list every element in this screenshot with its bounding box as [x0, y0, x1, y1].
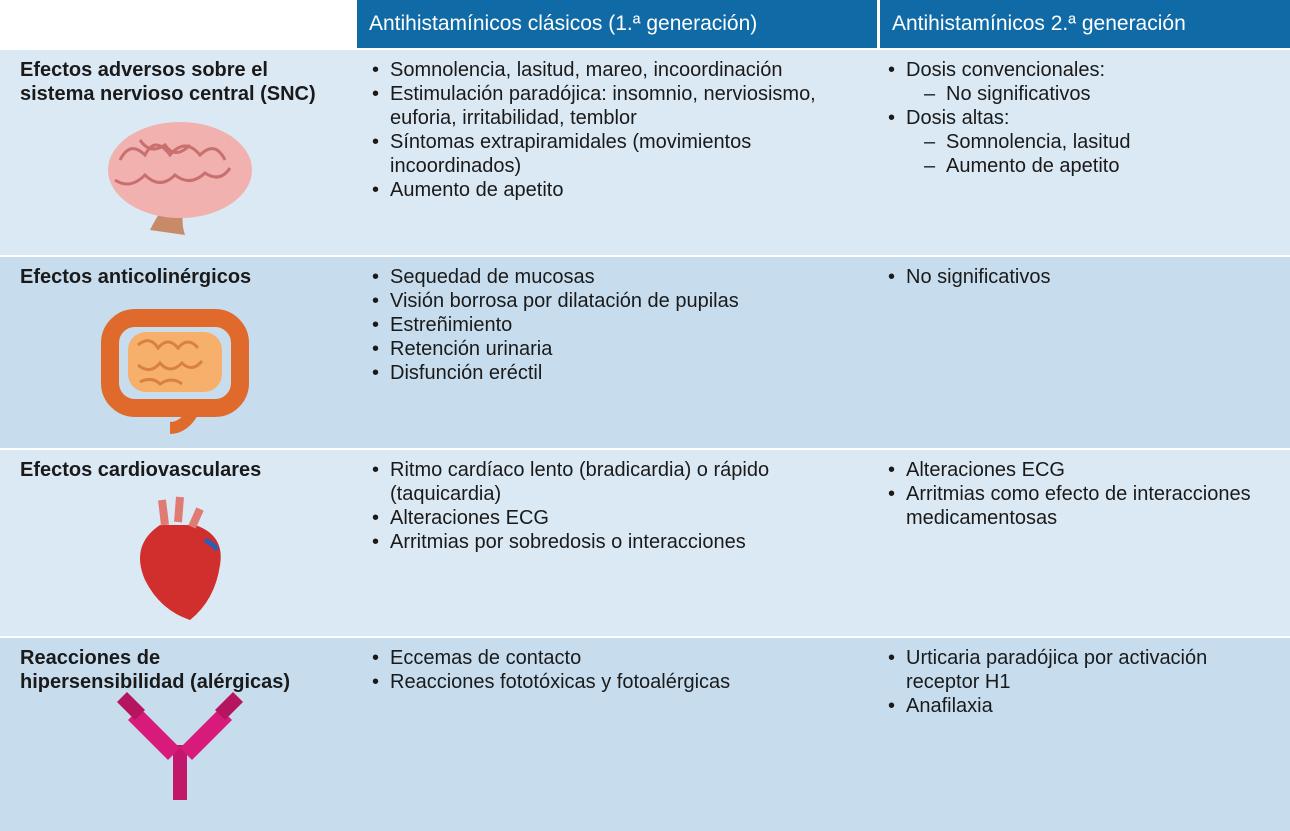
list: Eccemas de contactoReacciones fototóxica…: [368, 646, 848, 694]
header-cell: Antihistamínicos clásicos (1.ª generació…: [357, 0, 877, 48]
list: Alteraciones ECGArritmias como efecto de…: [884, 458, 1274, 530]
list-item: Estimulación paradójica: insomnio, nervi…: [368, 82, 848, 130]
list: Ritmo cardíaco lento (bradicardia) o ráp…: [368, 458, 848, 554]
list-item: Estreñimiento: [368, 313, 848, 337]
list-item: Síntomas extrapiramidales (movimientos i…: [368, 130, 848, 178]
sub-item: Aumento de apetito: [906, 154, 1274, 178]
table-row: Efectos anticolinérgicos Sequedad de muco…: [0, 255, 1290, 448]
list-item: Dosis convencionales:No significativos: [884, 58, 1274, 106]
item-text: Dosis altas:: [906, 107, 1010, 129]
list-item: No significativos: [884, 265, 1274, 289]
row-label: Efectos cardiovasculares: [20, 459, 262, 481]
list-item: Aumento de apetito: [368, 178, 848, 202]
list: Sequedad de mucosasVisión borrosa por di…: [368, 265, 848, 385]
list-item: Alteraciones ECG: [884, 458, 1274, 482]
list-item: Arritmias por sobredosis o interacciones: [368, 530, 848, 554]
list-item: Eccemas de contacto: [368, 646, 848, 670]
row-label: Efectos anticolinérgicos: [20, 266, 252, 288]
sub-list: Somnolencia, lasitudAumento de apetito: [906, 130, 1274, 178]
item-text: Urticaria paradójica por activación rece…: [906, 647, 1208, 693]
item-text: Alteraciones ECG: [906, 459, 1065, 481]
item-text: Dosis convencionales:: [906, 59, 1105, 81]
list-item: Arritmias como efecto de interacciones m…: [884, 482, 1274, 530]
list: Somnolencia, lasitud, mareo, incoordinac…: [368, 58, 848, 202]
item-text: No significativos: [906, 266, 1051, 288]
list-item: Disfunción eréctil: [368, 361, 848, 385]
sub-item: Somnolencia, lasitud: [906, 130, 1274, 154]
table-row: Efectos adversos sobre el sistema nervio…: [0, 48, 1290, 255]
list-item: Sequedad de mucosas: [368, 265, 848, 289]
list-item: Visión borrosa por dilatación de pupilas: [368, 289, 848, 313]
sub-item: No significativos: [906, 82, 1274, 106]
list-item: Alteraciones ECG: [368, 506, 848, 530]
row-label: Reacciones de hipersensibilidad (alérgic…: [20, 647, 291, 693]
row-label: Efectos adversos sobre el sistema nervio…: [20, 59, 316, 105]
list-item: Somnolencia, lasitud, mareo, incoordinac…: [368, 58, 848, 82]
sub-list: No significativos: [906, 82, 1274, 106]
list-item: Ritmo cardíaco lento (bradicardia) o ráp…: [368, 458, 848, 506]
list-item: Retención urinaria: [368, 337, 848, 361]
item-text: Arritmias como efecto de interacciones m…: [906, 483, 1251, 529]
list-item: Dosis altas:Somnolencia, lasitudAumento …: [884, 106, 1274, 178]
list: Dosis convencionales:No significativosDo…: [884, 58, 1274, 178]
list: Urticaria paradójica por activación rece…: [884, 646, 1274, 718]
list-item: Anafilaxia: [884, 694, 1274, 718]
header-cell: Antihistamínicos 2.ª generación: [880, 0, 1290, 48]
table-row: Efectos cardiovasculares Ritmo cardíaco l…: [0, 448, 1290, 636]
list-item: Reacciones fototóxicas y fotoalérgicas: [368, 670, 848, 694]
item-text: Anafilaxia: [906, 695, 993, 717]
list: No significativos: [884, 265, 1274, 289]
list-item: Urticaria paradójica por activación rece…: [884, 646, 1274, 694]
table-row: Reacciones de hipersensibilidad (alérgic…: [0, 636, 1290, 831]
